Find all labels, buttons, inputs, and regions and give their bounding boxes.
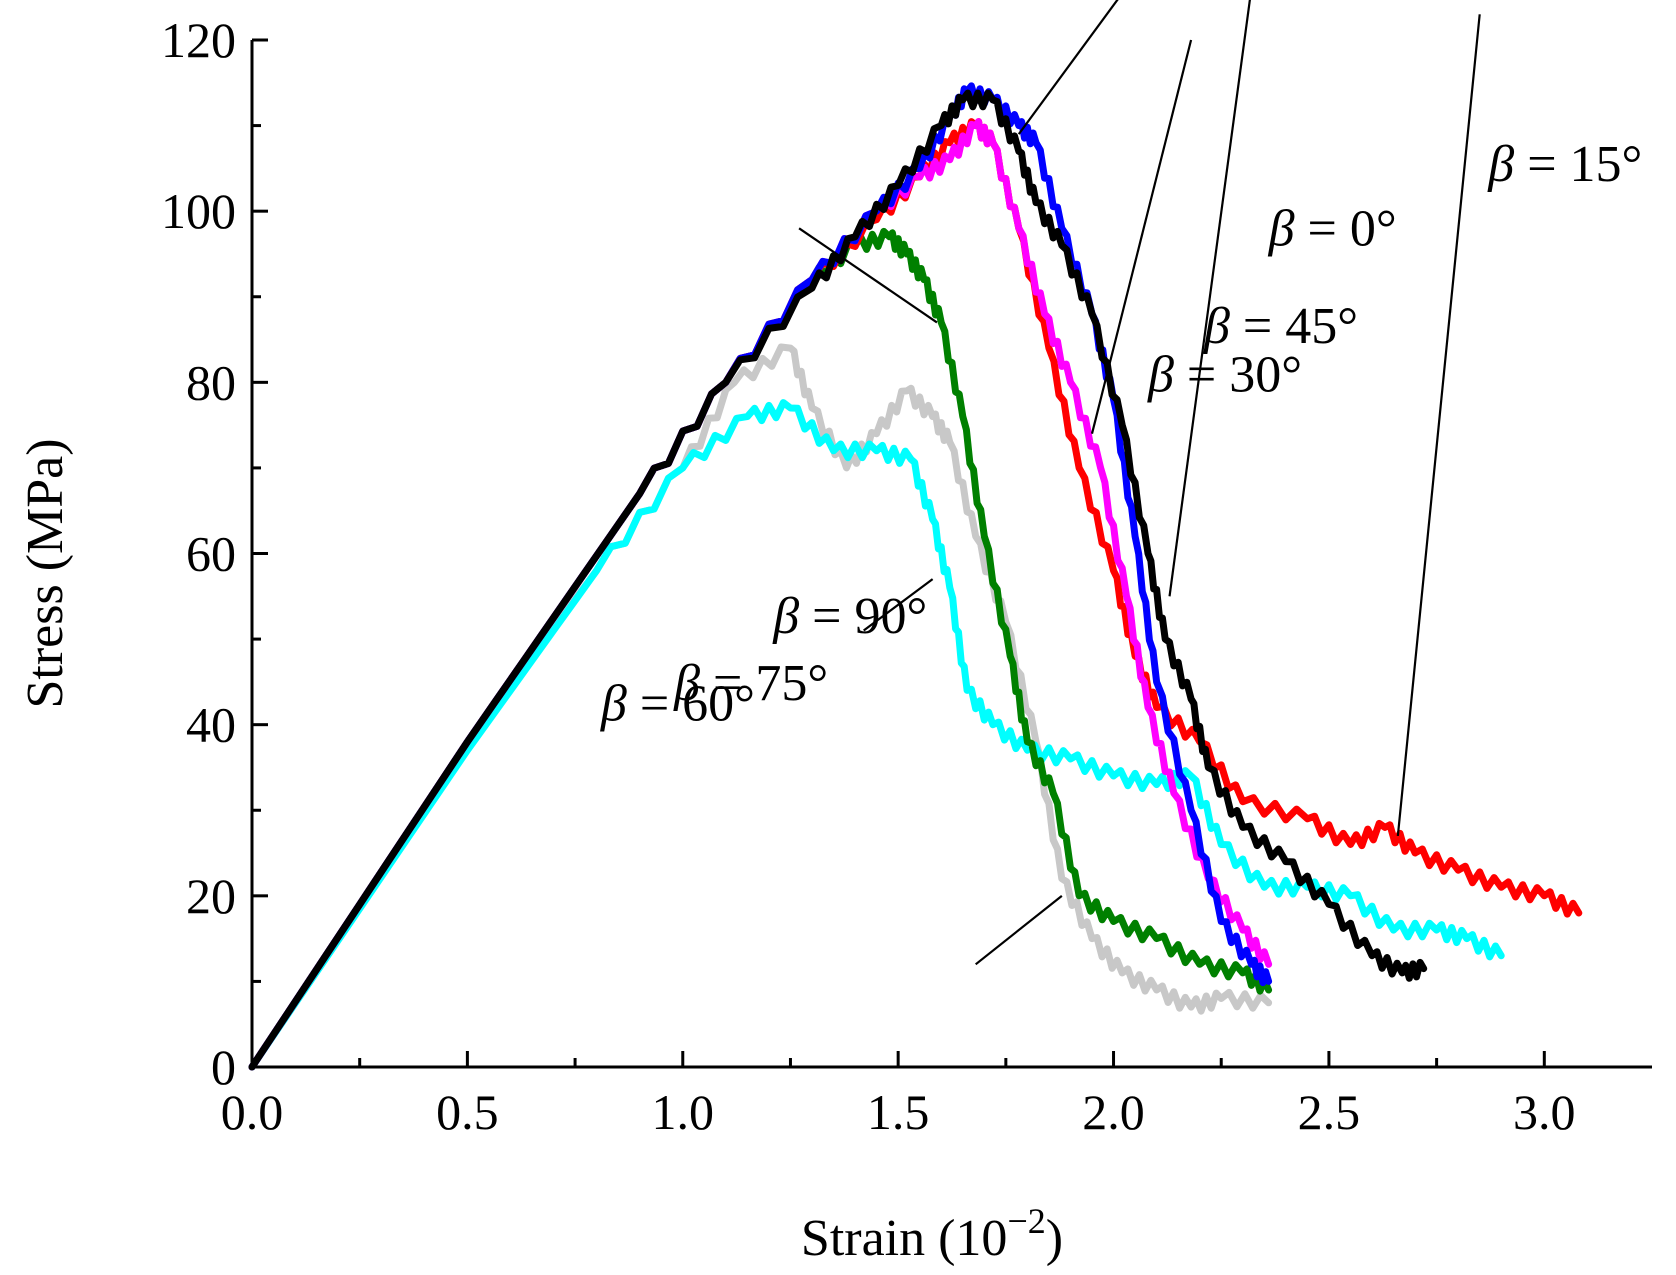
curve-label-leader bbox=[1168, 0, 1251, 597]
curve-label-beta: β bbox=[1203, 298, 1230, 355]
y-tick-label: 20 bbox=[186, 868, 236, 924]
curve-label-angle: = 90° bbox=[799, 588, 927, 645]
series-layer bbox=[248, 82, 1583, 1071]
curve-label-leader bbox=[1017, 0, 1119, 135]
y-tick-label: 40 bbox=[186, 697, 236, 753]
y-axis-title: Stress (MPa) bbox=[17, 438, 74, 708]
y-tick-label: 0 bbox=[211, 1039, 236, 1095]
curve-label-beta: β bbox=[772, 588, 799, 645]
x-axis-title-close: ) bbox=[1046, 1210, 1063, 1267]
x-axis-title-exponent: −2 bbox=[1007, 1201, 1045, 1241]
curve-label-angle: = 75° bbox=[700, 655, 828, 712]
y-tick-label: 100 bbox=[161, 183, 236, 239]
curve-label-leader bbox=[863, 578, 934, 632]
curve-label-angle: = 60° bbox=[627, 675, 755, 732]
curve-label-beta: β bbox=[1147, 347, 1174, 404]
curve-label-beta: β bbox=[1268, 200, 1295, 257]
curve-labels: β = 0°β = 15°β = 30°β = 45°β = 60°β = 75… bbox=[600, 0, 1642, 966]
axes-layer: 0.0 0.5 1.0 1.5 2.0 2.5 3.0 0 20 40 60 80 100 120 bbox=[161, 12, 1652, 1140]
x-tick-label: 3.0 bbox=[1513, 1084, 1576, 1140]
curve-label-beta: β bbox=[1487, 136, 1514, 193]
x-tick-label: 2.0 bbox=[1082, 1084, 1145, 1140]
curve-label-angle: = 0° bbox=[1295, 200, 1397, 257]
series-line-beta-0 bbox=[248, 89, 1428, 1071]
x-tick-label: 1.5 bbox=[867, 1084, 930, 1140]
y-tick-label: 80 bbox=[186, 354, 236, 410]
y-tick-label: 60 bbox=[186, 526, 236, 582]
y-ticks: 0 20 40 60 80 100 120 bbox=[161, 12, 268, 1095]
x-tick-label: 0.5 bbox=[436, 1084, 499, 1140]
x-tick-label: 2.5 bbox=[1298, 1084, 1361, 1140]
curve-label-angle: = 15° bbox=[1514, 136, 1642, 193]
curve-label-leader bbox=[1090, 39, 1193, 434]
x-axis-title-main: Strain (10 bbox=[801, 1210, 1008, 1267]
curve-label: β = 90° bbox=[772, 588, 927, 645]
curve-label: β = 45° bbox=[1203, 298, 1358, 355]
curve-label-beta: β bbox=[673, 655, 700, 712]
curve-label-angle: = 30° bbox=[1174, 347, 1302, 404]
y-tick-label: 120 bbox=[161, 12, 236, 68]
curve-label-leader bbox=[975, 894, 1063, 966]
x-ticks: 0.0 0.5 1.0 1.5 2.0 2.5 3.0 bbox=[221, 1051, 1576, 1140]
curve-label: β = 15° bbox=[1487, 136, 1642, 193]
curve-label-leader bbox=[798, 227, 938, 324]
curve-label: β = 60° bbox=[600, 675, 755, 732]
curve-label: β = 30° bbox=[1147, 347, 1302, 404]
series-line-beta-90 bbox=[248, 343, 1273, 1071]
series-line-beta-75 bbox=[248, 399, 1505, 1071]
x-axis-title: Strain (10−2) bbox=[801, 1201, 1063, 1267]
curve-label-leader bbox=[1396, 14, 1481, 837]
curve-label: β = 75° bbox=[673, 655, 828, 712]
x-tick-label: 1.0 bbox=[652, 1084, 715, 1140]
curve-label: β = 0° bbox=[1268, 200, 1397, 257]
curve-label-angle: = 45° bbox=[1230, 298, 1358, 355]
curve-label-beta: β bbox=[600, 675, 627, 732]
x-tick-label: 0.0 bbox=[221, 1084, 284, 1140]
